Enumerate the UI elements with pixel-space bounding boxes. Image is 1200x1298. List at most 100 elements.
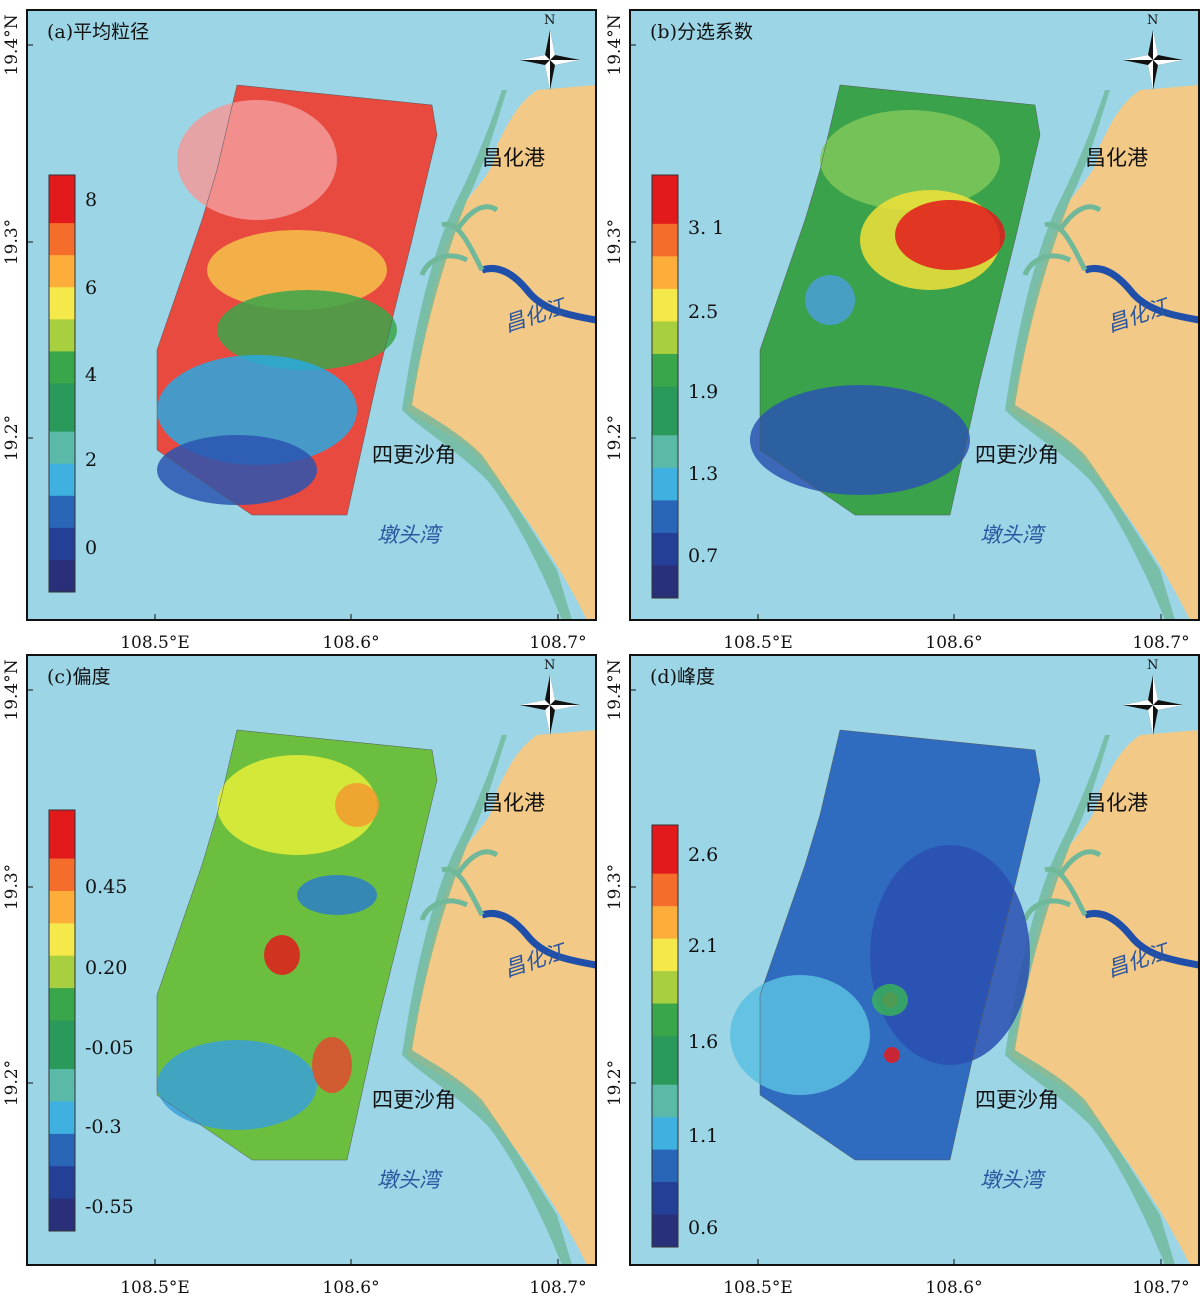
- legend-swatch: [652, 337, 678, 355]
- place-label: 墩头湾: [980, 1168, 1046, 1192]
- legend-swatch: [49, 1214, 75, 1232]
- y-tick-label: 19.3°: [605, 219, 625, 265]
- place-label: 昌化港: [1085, 791, 1148, 815]
- river: [1083, 909, 1200, 969]
- contour-zone: [157, 435, 317, 505]
- legend-swatch: [652, 1052, 678, 1069]
- legend-swatch: [652, 1214, 678, 1232]
- river-delta: [419, 849, 499, 922]
- legend-label: 1.1: [688, 1125, 718, 1147]
- legend-swatch: [652, 549, 678, 566]
- y-tick-label: 19.3°: [2, 219, 22, 265]
- legend-swatch: [652, 223, 678, 241]
- map-panel: (d)峰度2.62.11.61.10.6N昌化港昌化江四更沙角墩头湾108.5°…: [605, 654, 1200, 1298]
- river-delta: [1022, 849, 1102, 922]
- legend-swatch: [652, 1133, 678, 1151]
- legend-label: 0.7: [688, 545, 718, 567]
- legend-swatch: [49, 575, 75, 593]
- place-label: 墩头湾: [980, 523, 1046, 547]
- legend-swatch: [49, 367, 75, 384]
- y-tick-label: 19.4°N: [2, 14, 22, 75]
- legend-swatch: [49, 495, 75, 513]
- legend-swatch: [652, 1165, 678, 1183]
- legend-label: -0.3: [85, 1116, 122, 1138]
- land: [1010, 85, 1199, 620]
- x-tick-label: 108.6°: [322, 1278, 379, 1298]
- legend-swatch: [49, 287, 75, 304]
- contour-zone: [177, 100, 337, 220]
- legend-label: -0.55: [85, 1196, 134, 1218]
- legend-swatch: [49, 923, 75, 941]
- legend-swatch: [652, 1149, 678, 1167]
- legend-swatch: [49, 1004, 75, 1021]
- legend-swatch: [49, 351, 75, 368]
- legend-swatch: [49, 1133, 75, 1151]
- legend-swatch: [49, 271, 75, 288]
- legend-swatch: [49, 1117, 75, 1135]
- legend-swatch: [49, 939, 75, 957]
- legend-swatch: [652, 353, 678, 371]
- x-tick-label: 108.5°E: [723, 633, 793, 653]
- y-tick-label: 19.2°: [605, 415, 625, 461]
- frame: [629, 654, 1200, 1266]
- legend-swatch: [652, 825, 678, 842]
- legend-swatch: [652, 954, 678, 972]
- legend-swatch: [652, 1198, 678, 1216]
- legend-swatch: [652, 451, 678, 469]
- contour-zone: [217, 290, 397, 370]
- legend-swatch: [49, 479, 75, 497]
- legend-swatch: [652, 402, 678, 420]
- legend-swatch: [652, 370, 678, 387]
- legend-label: 4: [85, 364, 97, 386]
- legend-swatch: [652, 500, 678, 518]
- north-arrow: N: [520, 658, 580, 735]
- place-label: 墩头湾: [377, 523, 443, 547]
- panel-title: (d)峰度: [650, 666, 715, 688]
- x-tick-label: 108.7°: [529, 633, 586, 653]
- place-label: 四更沙角: [372, 443, 456, 467]
- panel-title: (c)偏度: [47, 666, 110, 688]
- contour-zone: [335, 783, 379, 827]
- north-label: N: [1147, 658, 1158, 673]
- legend-swatch: [49, 335, 75, 352]
- legend-swatch: [652, 191, 678, 209]
- legend-swatch: [49, 511, 75, 529]
- land: [407, 85, 596, 620]
- legend-label: 2.6: [688, 844, 718, 866]
- frame: [629, 9, 1200, 621]
- north-arrow-inner: [520, 30, 580, 90]
- y-tick-label: 19.4°N: [2, 659, 22, 720]
- river-delta: [419, 204, 499, 277]
- legend-swatch: [49, 842, 75, 860]
- legend-swatch: [652, 288, 678, 306]
- north-label: N: [544, 658, 555, 673]
- legend-swatch: [652, 386, 678, 404]
- north-arrow-inner: [1123, 30, 1183, 90]
- legend-swatch: [49, 1182, 75, 1200]
- legend-swatch: [652, 1117, 678, 1134]
- y-tick-label: 19.2°: [2, 415, 22, 461]
- legend-label: 0.6: [688, 1217, 718, 1239]
- legend-swatch: [49, 191, 75, 208]
- place-label: 四更沙角: [975, 443, 1059, 467]
- legend-label: 0.45: [85, 876, 127, 898]
- north-arrow: N: [1123, 13, 1183, 90]
- legend-swatch: [652, 1019, 678, 1037]
- north-arrow: N: [1123, 658, 1183, 735]
- legend-swatch: [652, 565, 678, 583]
- legend-label: 1.9: [688, 381, 718, 403]
- legend-swatch: [652, 906, 678, 923]
- contour-zone: [297, 875, 377, 915]
- legend-swatch: [652, 256, 678, 274]
- legend-swatch: [49, 955, 75, 973]
- north-arrow-shape: [520, 675, 580, 735]
- x-tick-label: 108.5°E: [120, 1278, 190, 1298]
- legend-swatch: [49, 207, 75, 224]
- north-arrow: N: [520, 13, 580, 90]
- legend-swatch: [49, 1198, 75, 1216]
- legend-swatch: [652, 240, 678, 257]
- legend-label: 2.1: [688, 935, 718, 957]
- legend-swatch: [652, 1182, 678, 1199]
- y-tick-label: 19.3°: [605, 864, 625, 910]
